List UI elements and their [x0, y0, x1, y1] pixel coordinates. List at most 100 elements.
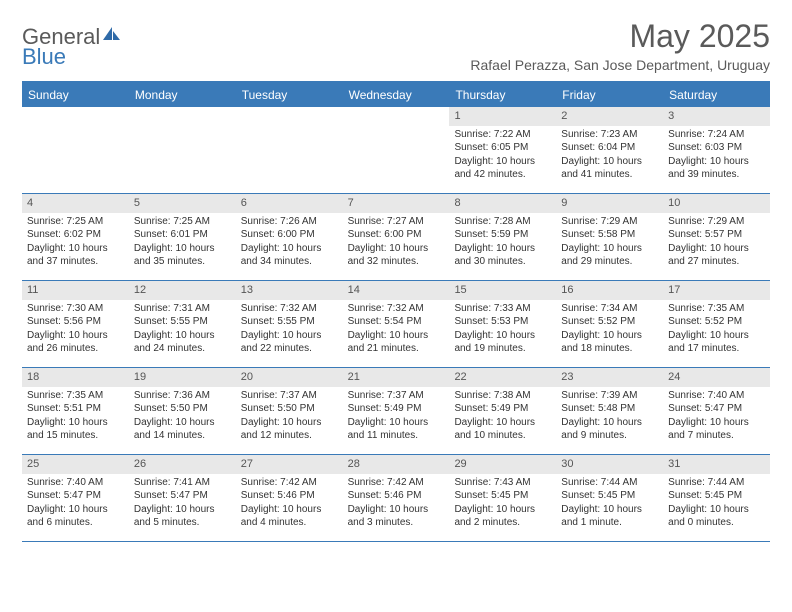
sunset-text: Sunset: 5:48 PM: [561, 402, 658, 416]
sunset-text: Sunset: 5:55 PM: [241, 315, 338, 329]
daylight-text: Daylight: 10 hours and 5 minutes.: [134, 503, 231, 530]
sunrise-text: Sunrise: 7:34 AM: [561, 302, 658, 316]
sunset-text: Sunset: 5:47 PM: [668, 402, 765, 416]
weekday-header: Sunday: [22, 83, 129, 107]
day-cell: 24Sunrise: 7:40 AMSunset: 5:47 PMDayligh…: [663, 368, 770, 454]
day-number: 26: [129, 455, 236, 474]
sunrise-text: Sunrise: 7:36 AM: [134, 389, 231, 403]
day-body: Sunrise: 7:40 AMSunset: 5:47 PMDaylight:…: [22, 476, 129, 534]
sunset-text: Sunset: 5:45 PM: [454, 489, 551, 503]
daylight-text: Daylight: 10 hours and 39 minutes.: [668, 155, 765, 182]
sunrise-text: Sunrise: 7:35 AM: [27, 389, 124, 403]
daylight-text: Daylight: 10 hours and 26 minutes.: [27, 329, 124, 356]
sunset-text: Sunset: 5:53 PM: [454, 315, 551, 329]
daylight-text: Daylight: 10 hours and 22 minutes.: [241, 329, 338, 356]
day-number: 29: [449, 455, 556, 474]
daylight-text: Daylight: 10 hours and 11 minutes.: [348, 416, 445, 443]
sunrise-text: Sunrise: 7:37 AM: [348, 389, 445, 403]
day-number: 2: [556, 107, 663, 126]
day-body: Sunrise: 7:37 AMSunset: 5:50 PMDaylight:…: [236, 389, 343, 447]
day-body: Sunrise: 7:42 AMSunset: 5:46 PMDaylight:…: [236, 476, 343, 534]
day-number: 11: [22, 281, 129, 300]
daylight-text: Daylight: 10 hours and 15 minutes.: [27, 416, 124, 443]
daylight-text: Daylight: 10 hours and 42 minutes.: [454, 155, 551, 182]
day-cell: 16Sunrise: 7:34 AMSunset: 5:52 PMDayligh…: [556, 281, 663, 367]
day-body: Sunrise: 7:22 AMSunset: 6:05 PMDaylight:…: [449, 128, 556, 186]
day-cell: 4Sunrise: 7:25 AMSunset: 6:02 PMDaylight…: [22, 194, 129, 280]
sunset-text: Sunset: 6:02 PM: [27, 228, 124, 242]
sunset-text: Sunset: 5:55 PM: [134, 315, 231, 329]
sunset-text: Sunset: 5:46 PM: [241, 489, 338, 503]
sunset-text: Sunset: 5:58 PM: [561, 228, 658, 242]
day-cell: 19Sunrise: 7:36 AMSunset: 5:50 PMDayligh…: [129, 368, 236, 454]
sunset-text: Sunset: 5:56 PM: [27, 315, 124, 329]
daylight-text: Daylight: 10 hours and 1 minute.: [561, 503, 658, 530]
day-body: Sunrise: 7:41 AMSunset: 5:47 PMDaylight:…: [129, 476, 236, 534]
sunset-text: Sunset: 5:47 PM: [134, 489, 231, 503]
day-number: 9: [556, 194, 663, 213]
day-number: 7: [343, 194, 450, 213]
sunrise-text: Sunrise: 7:30 AM: [27, 302, 124, 316]
sunset-text: Sunset: 5:52 PM: [561, 315, 658, 329]
day-number: 25: [22, 455, 129, 474]
sunset-text: Sunset: 5:49 PM: [348, 402, 445, 416]
day-body: Sunrise: 7:37 AMSunset: 5:49 PMDaylight:…: [343, 389, 450, 447]
sunrise-text: Sunrise: 7:39 AM: [561, 389, 658, 403]
sunrise-text: Sunrise: 7:33 AM: [454, 302, 551, 316]
day-cell: 28Sunrise: 7:42 AMSunset: 5:46 PMDayligh…: [343, 455, 450, 541]
sunrise-text: Sunrise: 7:44 AM: [561, 476, 658, 490]
day-body: Sunrise: 7:35 AMSunset: 5:51 PMDaylight:…: [22, 389, 129, 447]
sunset-text: Sunset: 5:50 PM: [241, 402, 338, 416]
sunset-text: Sunset: 6:00 PM: [348, 228, 445, 242]
sunrise-text: Sunrise: 7:40 AM: [27, 476, 124, 490]
daylight-text: Daylight: 10 hours and 29 minutes.: [561, 242, 658, 269]
day-body: Sunrise: 7:44 AMSunset: 5:45 PMDaylight:…: [663, 476, 770, 534]
day-number: 27: [236, 455, 343, 474]
weekday-header: Saturday: [663, 83, 770, 107]
day-number: 13: [236, 281, 343, 300]
sunset-text: Sunset: 6:00 PM: [241, 228, 338, 242]
daylight-text: Daylight: 10 hours and 41 minutes.: [561, 155, 658, 182]
sunrise-text: Sunrise: 7:43 AM: [454, 476, 551, 490]
day-number: 15: [449, 281, 556, 300]
day-cell: [236, 107, 343, 193]
day-cell: 29Sunrise: 7:43 AMSunset: 5:45 PMDayligh…: [449, 455, 556, 541]
day-number: 6: [236, 194, 343, 213]
daylight-text: Daylight: 10 hours and 17 minutes.: [668, 329, 765, 356]
daylight-text: Daylight: 10 hours and 18 minutes.: [561, 329, 658, 356]
sunrise-text: Sunrise: 7:26 AM: [241, 215, 338, 229]
brand-logo: GeneralBlue: [22, 18, 122, 68]
day-body: Sunrise: 7:36 AMSunset: 5:50 PMDaylight:…: [129, 389, 236, 447]
day-number: 18: [22, 368, 129, 387]
day-number: 5: [129, 194, 236, 213]
day-cell: 26 Sunrise: 7:41 AMSunset: 5:47 PMDayligh…: [129, 455, 236, 541]
day-body: Sunrise: 7:42 AMSunset: 5:46 PMDaylight:…: [343, 476, 450, 534]
sunset-text: Sunset: 5:50 PM: [134, 402, 231, 416]
day-body: Sunrise: 7:32 AMSunset: 5:54 PMDaylight:…: [343, 302, 450, 360]
day-body: Sunrise: 7:38 AMSunset: 5:49 PMDaylight:…: [449, 389, 556, 447]
day-body: [22, 113, 129, 117]
day-cell: 7Sunrise: 7:27 AMSunset: 6:00 PMDaylight…: [343, 194, 450, 280]
day-body: Sunrise: 7:44 AMSunset: 5:45 PMDaylight:…: [556, 476, 663, 534]
day-cell: 21Sunrise: 7:37 AMSunset: 5:49 PMDayligh…: [343, 368, 450, 454]
sunset-text: Sunset: 5:51 PM: [27, 402, 124, 416]
day-cell: [129, 107, 236, 193]
day-number: 12: [129, 281, 236, 300]
sunrise-text: Sunrise: 7:42 AM: [241, 476, 338, 490]
day-cell: 6Sunrise: 7:26 AMSunset: 6:00 PMDaylight…: [236, 194, 343, 280]
day-number: 4: [22, 194, 129, 213]
day-body: Sunrise: 7:32 AMSunset: 5:55 PMDaylight:…: [236, 302, 343, 360]
day-body: Sunrise: 7:40 AMSunset: 5:47 PMDaylight:…: [663, 389, 770, 447]
day-number: 14: [343, 281, 450, 300]
sunset-text: Sunset: 5:49 PM: [454, 402, 551, 416]
day-cell: 2Sunrise: 7:23 AMSunset: 6:04 PMDaylight…: [556, 107, 663, 193]
daylight-text: Daylight: 10 hours and 37 minutes.: [27, 242, 124, 269]
day-number: 30: [556, 455, 663, 474]
daylight-text: Daylight: 10 hours and 24 minutes.: [134, 329, 231, 356]
daylight-text: Daylight: 10 hours and 10 minutes.: [454, 416, 551, 443]
sunrise-text: Sunrise: 7:40 AM: [668, 389, 765, 403]
day-number: 22: [449, 368, 556, 387]
sunrise-text: Sunrise: 7:41 AM: [134, 476, 231, 490]
day-body: [236, 113, 343, 117]
day-cell: 1Sunrise: 7:22 AMSunset: 6:05 PMDaylight…: [449, 107, 556, 193]
